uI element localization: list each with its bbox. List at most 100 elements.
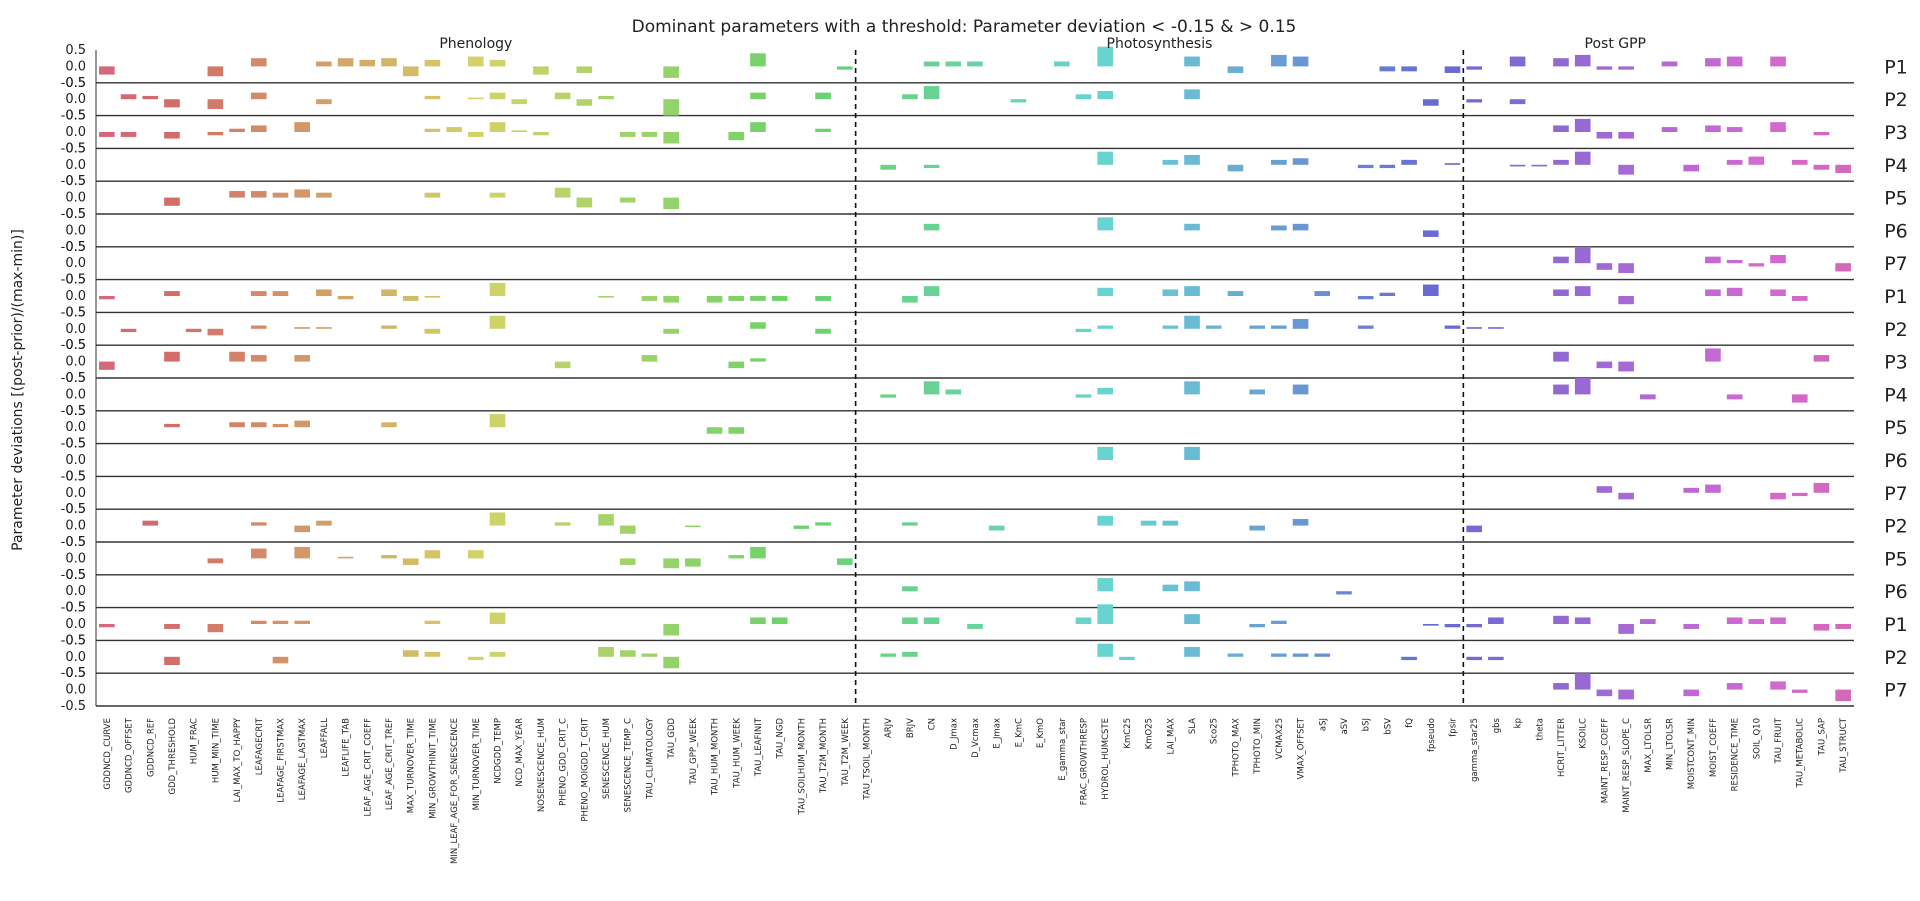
bar-LEAFAGECRIT-P3	[250, 125, 267, 132]
bar-fpsir-P1	[1444, 66, 1461, 73]
bar-TAU_METABOLIC-P4	[1791, 394, 1808, 403]
bar-LAI_MAX-P1	[1162, 289, 1179, 296]
group-label: Photosynthesis	[1107, 36, 1213, 52]
bar-SENESCENCE_TEMP_C-P2	[619, 525, 636, 534]
x-tick-label: E_KmC	[1014, 718, 1024, 747]
bar-GDD_THRESHOLD-P2	[164, 99, 180, 108]
bar-LEAFAGECRIT-P5	[250, 548, 267, 559]
bar-TAU_CLIMATOLOGY-P3	[641, 132, 658, 137]
bar-VCMAX25-P6	[1271, 225, 1287, 231]
bar-GDD_THRESHOLD-P3	[164, 351, 180, 362]
bar-TAU_SAP-P3	[1813, 132, 1830, 136]
y-tick-label: 0.5	[65, 404, 86, 419]
bar-HCRIT_LITTER-P1	[1553, 58, 1569, 67]
bar-LEAFFALL-P2	[316, 99, 332, 105]
bar-LEAFFALL-P5	[316, 192, 332, 198]
bar-TAU_STRUCT-P4	[1835, 164, 1851, 173]
bar-SOIL_Q10-P4	[1748, 156, 1765, 165]
bar-RESIDENCE_TIME-P4	[1726, 394, 1743, 400]
bar-TAU_T2M_MONTH-P2	[815, 328, 831, 334]
x-tick-label: MIN_LTOLSR	[1666, 718, 1676, 770]
y-tick-label: -0.5	[61, 109, 86, 124]
bar-GDDNCD_OFFSET-P2	[120, 328, 137, 333]
bar-VMAX_OFFSET-P2	[1292, 318, 1309, 329]
y-tick-label: -0.5	[61, 141, 86, 156]
bar-TAU_GDD-P2	[663, 656, 679, 669]
bar-MIN_GROWTHINIT_TIME-P2	[424, 95, 441, 100]
x-tick-label: TPHOTO_MIN	[1253, 718, 1263, 775]
bar-RESIDENCE_TIME-P7	[1726, 683, 1743, 690]
bar-D_Jmax-P1	[945, 61, 962, 67]
bar-CN-P4	[923, 381, 940, 395]
x-tick-label: theta	[1535, 718, 1545, 741]
bar-TAU_T2M_MONTH-P1	[815, 296, 831, 301]
series-label: P7	[1884, 253, 1908, 275]
bar-PHENO_GDD_CRIT_C-P3	[554, 361, 571, 369]
x-tick-label: D_Jmax	[949, 718, 959, 750]
bar-TAU_CLIMATOLOGY-P1	[641, 296, 658, 301]
y-tick-label: -0.5	[61, 404, 86, 419]
bar-TAU_T2M_WEEK-P5	[836, 558, 853, 565]
bar-LEAFAGE_LASTMAX-P5	[294, 189, 310, 198]
bar-LEAF_AGE_CRIT_TREF-P1	[381, 58, 397, 67]
bar-TAU_T2M_MONTH-P2	[815, 92, 831, 100]
bar-fpsir-P4	[1444, 163, 1461, 165]
y-tick-label: 0.0	[65, 223, 86, 238]
bar-GDDNCD_OFFSET-P2	[120, 94, 137, 100]
panel-19: 0.50.0-0.5P2	[61, 633, 1908, 681]
bar-GDD_THRESHOLD-P1	[164, 291, 180, 296]
bar-MAINT_RESP_SLOPE_C-P4	[1618, 164, 1634, 175]
group-label: Post GPP	[1585, 36, 1646, 52]
bar-HCRIT_LITTER-P4	[1553, 159, 1569, 165]
bar-MAX_TURNOVER_TIME-P1	[402, 296, 419, 301]
bar-gamma_star25-P1	[1466, 66, 1482, 70]
x-tick-label: ARJV	[884, 718, 894, 738]
bar-gamma_star25-P2	[1466, 656, 1482, 661]
x-tick-label: E_gamma_star	[1058, 718, 1068, 781]
y-tick-label: -0.5	[61, 502, 86, 517]
bar-CN-P6	[923, 223, 940, 231]
bar-TAU_HUM_WEEK-P5	[728, 427, 745, 434]
bar-BRJV-P1	[902, 617, 918, 624]
bar-HCRIT_LITTER-P4	[1553, 384, 1569, 395]
x-tick-label: fQ	[1405, 718, 1415, 728]
x-tick-label: RESIDENCE_TIME	[1731, 718, 1741, 791]
y-tick-label: -0.5	[61, 601, 86, 616]
bar-TAU_METABOLIC-P1	[1791, 296, 1808, 301]
series-label: P2	[1884, 89, 1908, 111]
bar-GDD_THRESHOLD-P5	[164, 197, 180, 206]
y-tick-label: -0.5	[61, 273, 86, 288]
bar-TAU_METABOLIC-P7	[1791, 689, 1808, 693]
bar-TAU_LEAFINIT-P1	[750, 53, 766, 67]
bar-D_Vcmax-P1	[967, 624, 983, 629]
bar-MAINT_RESP_SLOPE_C-P7	[1618, 689, 1634, 700]
bar-TPHOTO_MIN-P2	[1249, 325, 1265, 329]
bar-LEAFAGE_LASTMAX-P3	[294, 355, 310, 362]
bar-CN-P1	[923, 61, 940, 67]
bar-MOIST_COEFF-P3	[1705, 125, 1721, 132]
bar-E_gamma_star-P1	[1054, 61, 1070, 67]
bar-D_Vcmax-P1	[967, 61, 983, 67]
bar-KSOILC-P1	[1574, 286, 1591, 296]
bar-TAU_LEAFINIT-P3	[750, 122, 766, 132]
bar-kp-P4	[1509, 164, 1526, 167]
bar-MOIST_COEFF-P3	[1705, 348, 1721, 362]
y-tick-label: 0.0	[65, 486, 86, 501]
bar-E_Jmax-P2	[988, 525, 1005, 531]
y-tick-label: 0.0	[65, 322, 86, 337]
bar-TPHOTO_MAX-P2	[1227, 653, 1244, 657]
bar-TAU_STRUCT-P7	[1835, 689, 1851, 702]
bar-D_Jmax-P4	[945, 389, 962, 395]
x-tick-label: E_KmO	[1036, 718, 1046, 748]
bar-VCMAX25-P1	[1271, 54, 1287, 67]
series-label: P6	[1884, 450, 1908, 472]
bar-TAU_STRUCT-P7	[1835, 263, 1851, 272]
y-tick-label: 0.5	[65, 666, 86, 681]
bar-KSOILC-P4	[1574, 378, 1591, 395]
bar-SENESCENCE_TEMP_C-P5	[619, 558, 636, 565]
x-tick-label: GDDNCD_REF	[146, 718, 156, 777]
bar-NCD_MAX_YEAR-P2	[511, 99, 528, 105]
bar-TAU_LEAFINIT-P1	[750, 617, 766, 624]
bar-HUM_MIN_TIME-P5	[207, 558, 224, 564]
bar-SLA-P1	[1184, 614, 1200, 624]
